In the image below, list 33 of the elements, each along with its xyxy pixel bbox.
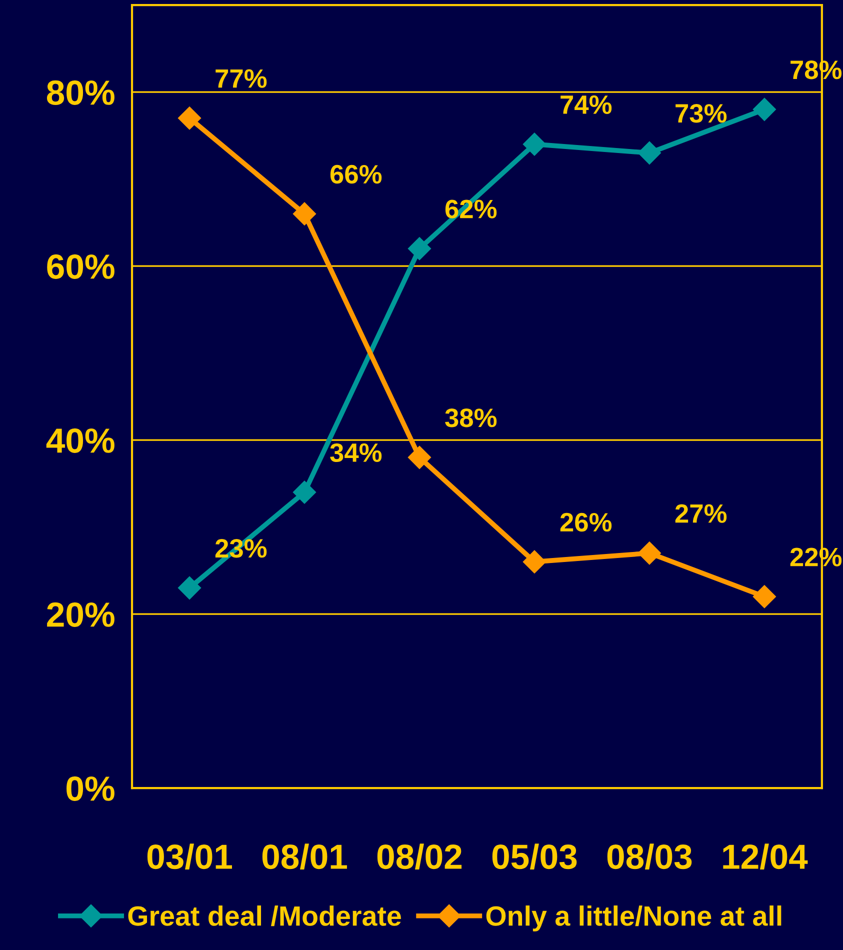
- point: [638, 542, 661, 565]
- y-tick-label: 40%: [46, 428, 114, 453]
- legend-label: Only a little/None at all: [486, 905, 782, 932]
- point: [522, 132, 546, 156]
- x-tick-label: 08/03: [607, 844, 692, 870]
- point: [292, 202, 316, 226]
- point: [752, 585, 776, 608]
- point: [178, 106, 202, 130]
- data-label: 74%: [560, 95, 612, 114]
- data-label: 38%: [445, 408, 497, 428]
- data-label: 34%: [330, 443, 382, 462]
- data-label: 27%: [675, 504, 727, 523]
- x-tick-label: 08/01: [262, 844, 347, 870]
- data-label: 66%: [330, 164, 382, 184]
- point: [752, 98, 776, 121]
- point: [638, 141, 661, 164]
- point: [408, 446, 431, 469]
- data-label: 77%: [216, 69, 267, 88]
- point: [292, 480, 316, 504]
- y-tick-label: 80%: [46, 80, 114, 105]
- x-tick-label: 08/02: [377, 844, 462, 870]
- y-tick-label: 0%: [66, 776, 114, 801]
- point: [408, 237, 431, 260]
- y-tick-label: 20%: [47, 602, 114, 627]
- y-tick-label: 60%: [47, 254, 114, 279]
- data-label: 73%: [676, 104, 727, 123]
- legend-label: Great deal /Moderate: [128, 905, 401, 926]
- x-tick-label: 12/04: [723, 844, 808, 870]
- x-tick-label: 03/01: [147, 844, 232, 870]
- data-label: 26%: [560, 512, 612, 532]
- x-tick-label: 05/03: [492, 844, 577, 870]
- point: [178, 576, 202, 600]
- point: [522, 550, 546, 574]
